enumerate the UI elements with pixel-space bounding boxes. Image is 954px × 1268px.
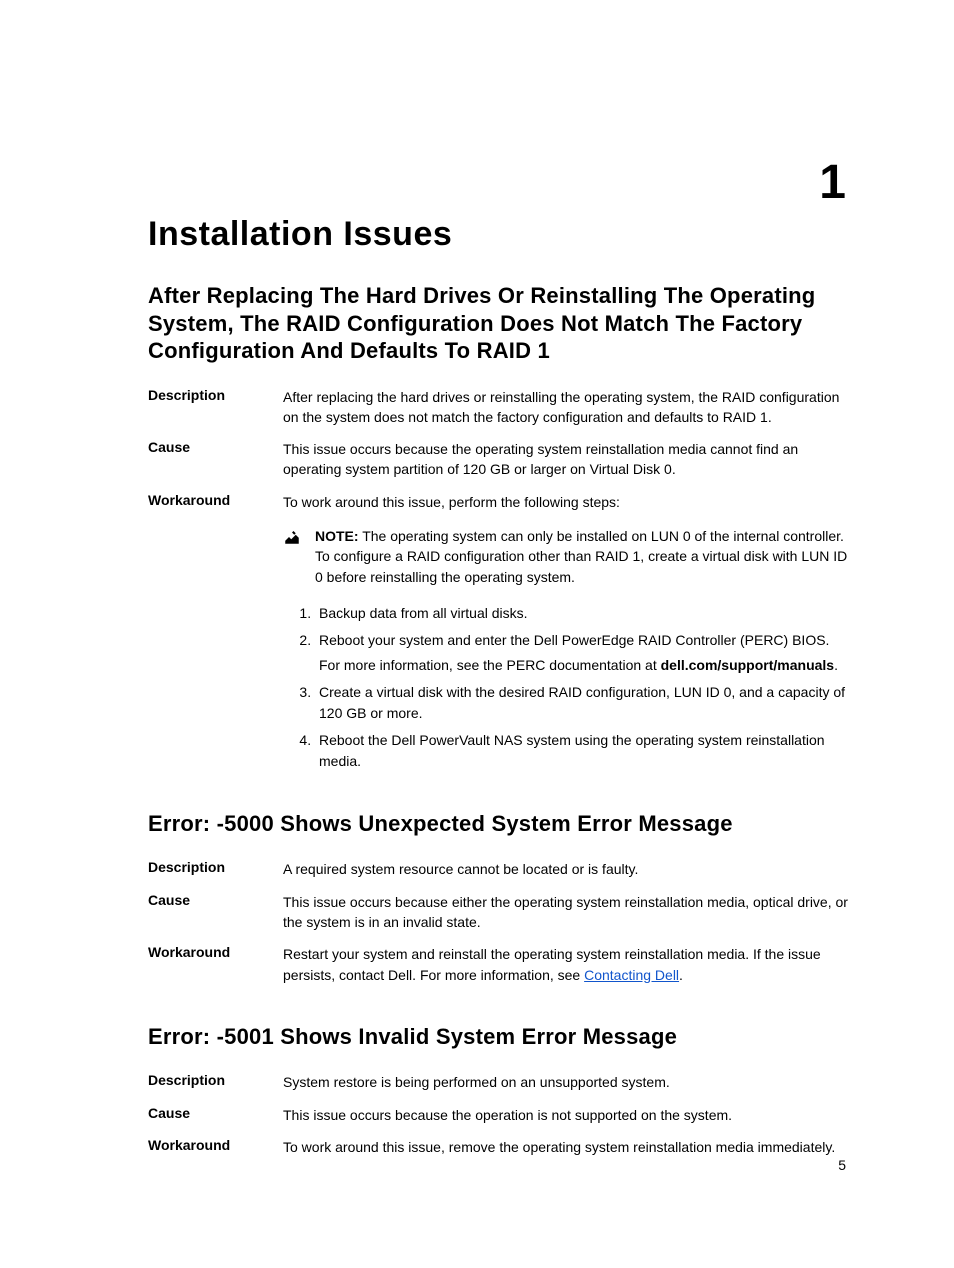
note-block: NOTE: The operating system can only be i… — [283, 526, 854, 587]
section3-description-row: Description System restore is being perf… — [148, 1072, 854, 1092]
chapter-number: 1 — [819, 155, 846, 210]
step-2b: For more information, see the PERC docum… — [319, 655, 854, 676]
description-label: Description — [148, 387, 283, 403]
workaround-steps: Backup data from all virtual disks. Rebo… — [283, 603, 854, 772]
description-text: After replacing the hard drives or reins… — [283, 387, 854, 428]
step-2b-link: dell.com/support/manuals — [661, 657, 834, 673]
section3-workaround-row: Workaround To work around this issue, re… — [148, 1137, 854, 1157]
step-2a: Reboot your system and enter the Dell Po… — [319, 632, 829, 648]
workaround-intro: To work around this issue, perform the f… — [283, 492, 854, 512]
description-label: Description — [148, 1072, 283, 1088]
section2-heading: Error: -5000 Shows Unexpected System Err… — [148, 810, 854, 838]
section2-workaround-row: Workaround Restart your system and reins… — [148, 944, 854, 985]
cause-label: Cause — [148, 1105, 283, 1121]
main-title: Installation Issues — [148, 215, 854, 254]
contacting-dell-link[interactable]: Contacting Dell — [584, 967, 679, 983]
note-icon — [283, 528, 301, 549]
description-text: System restore is being performed on an … — [283, 1072, 854, 1092]
section3-cause-row: Cause This issue occurs because the oper… — [148, 1105, 854, 1125]
page-content: Installation Issues After Replacing The … — [0, 0, 954, 1209]
section1-heading: After Replacing The Hard Drives Or Reins… — [148, 282, 854, 365]
step-1: Backup data from all virtual disks. — [315, 603, 854, 624]
step-2: Reboot your system and enter the Dell Po… — [315, 630, 854, 676]
section1-description-row: Description After replacing the hard dri… — [148, 387, 854, 428]
workaround-label: Workaround — [148, 1137, 283, 1153]
cause-text: This issue occurs because either the ope… — [283, 892, 854, 933]
cause-label: Cause — [148, 439, 283, 455]
step-3: Create a virtual disk with the desired R… — [315, 682, 854, 724]
cause-text: This issue occurs because the operating … — [283, 439, 854, 480]
section2-cause-row: Cause This issue occurs because either t… — [148, 892, 854, 933]
step-2b-pre: For more information, see the PERC docum… — [319, 657, 661, 673]
workaround-text: Restart your system and reinstall the op… — [283, 944, 854, 985]
workaround-post: . — [679, 967, 683, 983]
cause-label: Cause — [148, 892, 283, 908]
section1-cause-row: Cause This issue occurs because the oper… — [148, 439, 854, 480]
section2-description-row: Description A required system resource c… — [148, 859, 854, 879]
step-4: Reboot the Dell PowerVault NAS system us… — [315, 730, 854, 772]
note-text: NOTE: The operating system can only be i… — [315, 526, 854, 587]
workaround-label: Workaround — [148, 492, 283, 508]
note-body: The operating system can only be install… — [315, 528, 847, 585]
section1-workaround-row: Workaround To work around this issue, pe… — [148, 492, 854, 512]
description-text: A required system resource cannot be loc… — [283, 859, 854, 879]
page-number: 5 — [838, 1157, 846, 1173]
workaround-label: Workaround — [148, 944, 283, 960]
step-2b-post: . — [834, 657, 838, 673]
note-label: NOTE: — [315, 528, 359, 544]
workaround-pre: Restart your system and reinstall the op… — [283, 946, 821, 982]
cause-text: This issue occurs because the operation … — [283, 1105, 854, 1125]
description-label: Description — [148, 859, 283, 875]
section3-heading: Error: -5001 Shows Invalid System Error … — [148, 1023, 854, 1051]
workaround-text: To work around this issue, remove the op… — [283, 1137, 854, 1157]
